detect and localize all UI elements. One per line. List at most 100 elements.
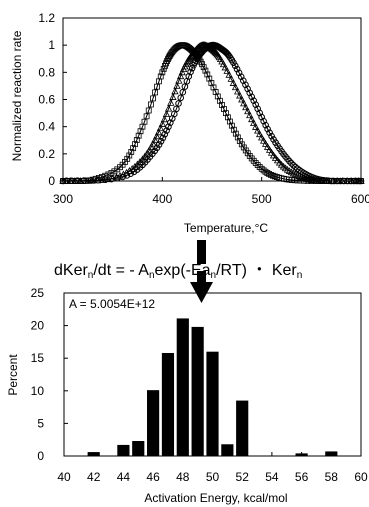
point-marker [87,177,95,184]
bar [132,441,145,456]
point-marker [323,177,330,184]
point-marker [101,176,109,183]
point-marker [143,113,150,120]
point-marker [254,105,261,113]
point-marker [126,152,133,159]
point-marker [160,115,169,123]
bar [147,390,160,456]
point-marker [188,64,196,72]
y-tick-label: 10 [31,384,45,398]
point-marker [256,164,263,170]
point-marker [266,171,273,177]
point-marker [259,136,268,144]
point-marker [119,173,126,181]
point-marker [224,114,231,121]
x-tick-label: 58 [325,470,339,484]
y-tick-label: 0 [48,174,55,188]
y-tick-label: 0.4 [38,120,55,134]
point-marker [141,118,148,125]
point-marker [171,87,179,95]
point-marker [229,79,238,86]
point-marker [252,101,260,108]
point-marker [199,61,205,68]
series-square [60,42,364,184]
point-marker [221,63,229,71]
point-marker [154,128,163,136]
bar [206,351,219,456]
bar [176,318,189,456]
point-marker [156,124,165,132]
point-marker [133,137,140,143]
point-marker [235,69,243,77]
point-marker [291,170,300,178]
series-line [62,44,361,182]
bar [87,452,100,456]
point-marker [226,118,233,125]
point-marker [240,99,248,107]
point-marker [232,130,239,137]
reaction-rate-series [59,41,365,185]
point-marker [240,144,247,151]
eq-sub-n3: n [210,270,217,281]
point-marker [248,115,256,123]
point-marker [286,157,293,165]
activation-energy-axes: 0 5 10 15 20 25 40 42 44 46 48 50 52 54 56 58 60 [31,286,368,484]
point-marker [236,91,244,99]
point-marker [262,121,269,129]
point-marker [297,173,306,180]
point-marker [268,171,274,178]
point-marker [165,123,172,131]
x-tick-label: 400 [152,192,172,206]
point-marker [219,102,225,108]
eq-ker: /RT) ・ Ker [216,262,297,279]
point-marker [159,134,167,142]
point-marker [155,141,163,148]
point-marker [242,103,250,111]
series-line [63,44,361,182]
point-marker [246,89,254,97]
x-tick-label: 54 [265,470,279,484]
point-marker [147,143,155,150]
point-marker [74,177,81,184]
point-marker [175,76,183,84]
eq-sub-n2: n [148,270,155,281]
point-marker [219,60,228,68]
point-marker [153,132,161,140]
point-marker [124,155,131,162]
y-tick-label: 1.2 [38,11,55,25]
point-marker [265,146,274,153]
bar [236,400,249,456]
point-marker [230,126,237,133]
point-marker [252,160,259,166]
x-tick-label: 46 [146,470,160,484]
point-marker [187,68,194,76]
point-marker [256,109,263,117]
point-marker [137,128,144,135]
point-marker [151,136,159,143]
point-marker [244,107,252,115]
point-marker [228,122,235,129]
x-tick-label: 50 [206,470,220,484]
point-marker [257,133,266,141]
series-line [62,44,361,182]
x-tick-label: 52 [236,470,250,484]
bar [221,444,234,456]
point-marker [290,161,297,169]
x-tick-label: 48 [176,470,190,484]
point-marker [175,100,182,107]
point-marker [231,83,240,91]
point-marker [159,69,166,76]
point-marker [202,67,209,74]
point-marker [264,170,271,176]
plot-frame [63,292,362,457]
point-marker [256,130,264,138]
reaction-rate-axes: 0 0.2 0.4 0.6 0.8 1 1.2 300 400 500 600 [38,11,369,206]
point-marker [288,160,295,167]
point-marker [185,73,193,80]
point-marker [289,169,298,177]
point-marker [80,177,88,184]
point-marker [173,105,180,113]
point-marker [233,65,241,73]
point-marker [223,67,231,74]
point-marker [254,162,261,168]
